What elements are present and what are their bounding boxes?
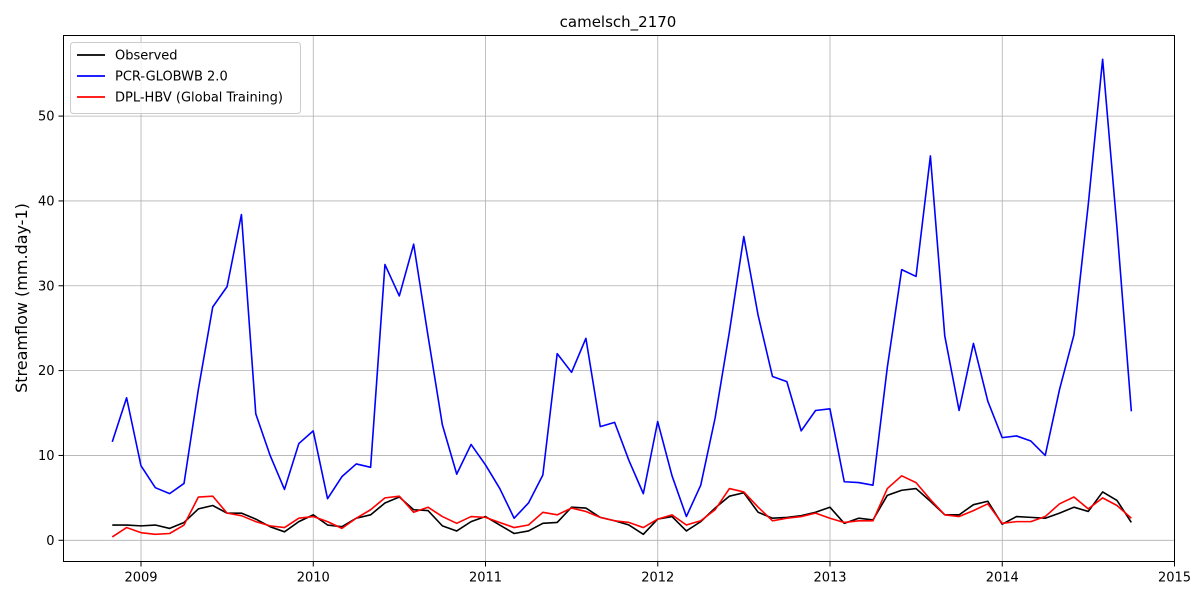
- legend-label-observed: Observed: [115, 49, 178, 64]
- plot-frame: [63, 35, 1175, 562]
- x-axis: 2009 2010 2011 2012 2013 2014 2015: [124, 561, 1191, 586]
- series-line-observed: [112, 487, 1133, 536]
- x-tick-label: 2013: [813, 571, 846, 586]
- legend-box: [70, 42, 301, 114]
- x-tick-label: 2011: [469, 571, 502, 586]
- y-axis: 0 10 20 30 40 50: [38, 110, 64, 549]
- y-axis-title: Streamflow (mm.day-1): [12, 203, 31, 393]
- legend: Observed PCR-GLOBWB 2.0 DPL-HBV (Global Tr…: [70, 42, 301, 114]
- legend-label-dpl-hbv-global-training: DPL-HBV (Global Training): [115, 91, 283, 106]
- series-line-pcr-globwb-2-0: [111, 58, 1133, 520]
- chart-title: camelsch_2170: [560, 13, 677, 32]
- y-tick-label: 50: [38, 110, 55, 125]
- y-tick-label: 40: [38, 194, 55, 209]
- series-layer: [111, 58, 1133, 538]
- y-tick-label: 30: [38, 279, 55, 294]
- y-tick-label: 0: [46, 534, 54, 549]
- x-tick-label: 2015: [1158, 571, 1191, 586]
- x-tick-label: 2009: [124, 571, 157, 586]
- y-tick-label: 20: [38, 364, 55, 379]
- x-tick-label: 2014: [986, 571, 1019, 586]
- y-tick-label: 10: [38, 449, 55, 464]
- x-tick-label: 2010: [297, 571, 330, 586]
- x-tick-label: 2012: [641, 571, 674, 586]
- series-line-dpl-hbv-global-training: [111, 475, 1132, 538]
- grid: [63, 35, 1175, 562]
- legend-label-pcr-globwb-2-0: PCR-GLOBWB 2.0: [115, 70, 228, 85]
